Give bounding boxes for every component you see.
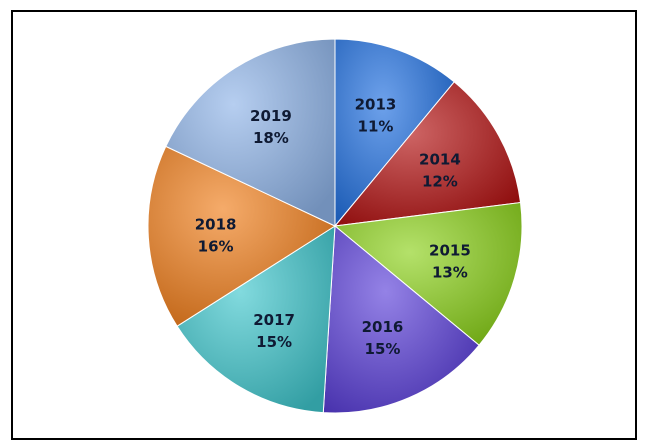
pie-slice-2016 <box>322 224 480 414</box>
pie-slice-2019 <box>165 38 336 227</box>
slice-year-label-2018: 2018 <box>195 216 237 234</box>
slice-percent-label-2017: 15% <box>256 333 292 351</box>
pie-labels: 2013 11% 2014 12% 2015 13% 2016 15% 2017 15% 2018 1… <box>195 95 471 357</box>
slice-percent-label-2014: 12% <box>422 172 458 190</box>
slice-percent-label-2013: 11% <box>358 117 394 135</box>
pie-slice-2013 <box>334 38 455 228</box>
pie-chart: 2013 11% 2014 12% 2015 13% 2016 15% 2017 15% 2018 1… <box>147 38 523 414</box>
slice-percent-label-2019: 18% <box>253 129 289 147</box>
pie-slice-2015 <box>333 202 523 346</box>
pie-slice-2017 <box>176 225 336 414</box>
slice-year-label-2016: 2016 <box>362 318 404 336</box>
pie-slice-2014 <box>333 81 522 227</box>
slice-year-label-2014: 2014 <box>419 150 461 168</box>
chart-frame: 2013 11% 2014 12% 2015 13% 2016 15% 2017 15% 2018 1… <box>11 10 637 440</box>
slice-year-label-2017: 2017 <box>253 311 295 329</box>
pie-slices <box>147 38 523 414</box>
slice-percent-label-2018: 16% <box>198 238 234 256</box>
slice-year-label-2019: 2019 <box>250 107 292 125</box>
slice-year-label-2015: 2015 <box>429 241 471 259</box>
slice-percent-label-2016: 15% <box>365 340 401 358</box>
pie-slice-2018 <box>147 145 337 327</box>
slice-year-label-2013: 2013 <box>355 95 397 113</box>
slice-percent-label-2015: 13% <box>432 263 468 281</box>
